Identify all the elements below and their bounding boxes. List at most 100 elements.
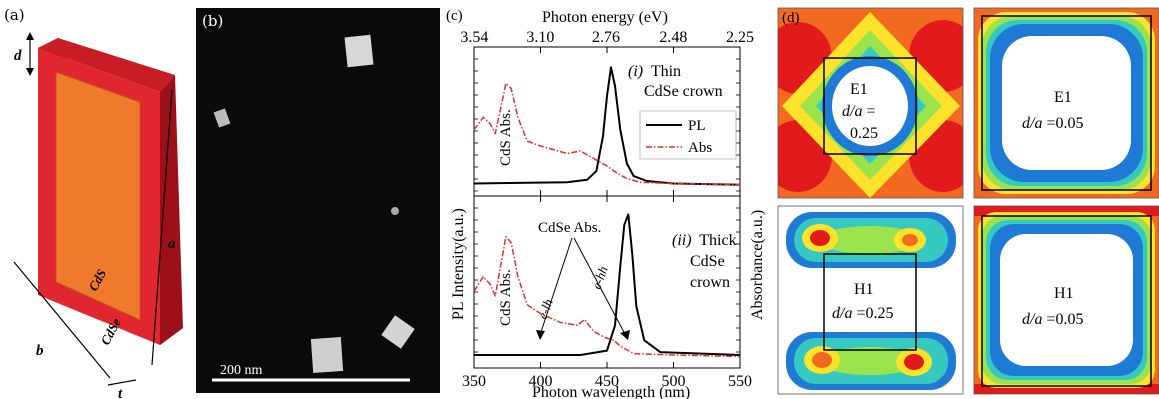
platelet-2 xyxy=(213,108,231,128)
dim-d-arrow-top xyxy=(26,32,34,40)
platelet-5 xyxy=(381,315,415,349)
top-lobe-green xyxy=(818,226,922,254)
tem-image: 200 nm xyxy=(196,8,440,393)
cds-core-face xyxy=(55,71,141,321)
map-ratio-label: d/a xyxy=(1022,311,1042,328)
ring-center xyxy=(832,66,908,146)
map-ratio-label: d/a xyxy=(832,305,852,322)
map-ratio-value: 0.25 xyxy=(850,125,878,142)
arrow-elh-head xyxy=(536,330,545,340)
dim-t-line xyxy=(107,379,137,386)
core-outline xyxy=(823,253,917,351)
edge-red xyxy=(974,384,1159,394)
legend-box xyxy=(639,110,737,160)
platelet-3 xyxy=(391,207,399,215)
lower-cdse-abs: CdSe Abs. xyxy=(538,220,601,236)
lower-title: (ii) Thick xyxy=(672,232,737,249)
platelet-schematic: d a b t CdS CdSe xyxy=(13,32,183,399)
map-ratio: d/a =0.25 xyxy=(832,305,893,322)
lower-title-line1: Thick xyxy=(699,232,736,249)
bottom-tick-labels: 350 400 450 500 550 xyxy=(462,373,752,390)
core-outline xyxy=(981,215,1152,387)
ring-center xyxy=(1000,234,1133,366)
lower-title-num: (ii) xyxy=(672,232,692,249)
probability-maps: E1 d/a = 0.25 (d) E1 d/a =0.05 xyxy=(777,7,1159,395)
map-state: E1 xyxy=(1054,89,1072,106)
map-ratio-value: 0.25 xyxy=(865,305,893,322)
x2-tick-label: 2.48 xyxy=(659,29,687,46)
lower-title-line3: crown xyxy=(690,274,730,291)
x-tick-label: 350 xyxy=(462,373,486,390)
legend-abs-text: Abs xyxy=(688,140,712,156)
upper-title-line1: Thin xyxy=(651,63,681,80)
core-outline xyxy=(981,15,1152,191)
panel-c-spectra: (c) Photon energy (eV) 3.54 3.10 2.76 2.48 2… xyxy=(440,0,770,399)
upper-cds-abs: CdS Abs. xyxy=(498,109,514,166)
x2-tick-label: 3.10 xyxy=(526,29,554,46)
lower-cds-abs: CdS Abs. xyxy=(498,269,514,326)
core-outline xyxy=(823,57,917,155)
lower-elh: e-lh xyxy=(535,297,556,321)
upper-title-line2: CdSe crown xyxy=(644,83,723,100)
platelet-top-face xyxy=(38,38,175,92)
spectra-chart: (c) Photon energy (eV) 3.54 3.10 2.76 2.48 2… xyxy=(446,8,766,399)
map-h1-005: H1 d/a =0.05 xyxy=(973,205,1159,395)
lower-ehh: e-hh xyxy=(589,264,611,291)
map-frame xyxy=(777,7,964,199)
panel-b-tem: (b) 200 nm xyxy=(196,8,440,393)
legend-pl-text: PL xyxy=(688,118,706,134)
platelet-1 xyxy=(344,34,374,68)
map-ratio-value: 0.05 xyxy=(1055,311,1083,328)
ring-center xyxy=(1002,36,1131,170)
panel-d-label: (d) xyxy=(782,10,800,26)
dim-a-line xyxy=(151,89,173,366)
arrow-ehh xyxy=(573,237,627,337)
map-ratio: d/a =0.05 xyxy=(1022,115,1083,132)
upper-title: (i) Thin xyxy=(628,63,681,80)
dim-b-line xyxy=(13,261,111,379)
map-e1-005: E1 d/a =0.05 xyxy=(973,7,1159,199)
map-ratio-label: d/a xyxy=(1022,115,1042,132)
map-ratio-value: 0.05 xyxy=(1055,115,1083,132)
map-h1-025: H1 d/a =0.25 xyxy=(777,205,964,395)
top-tick-labels: 3.54 3.10 2.76 2.48 2.25 xyxy=(460,29,754,46)
panel-d-maps: E1 d/a = 0.25 (d) E1 d/a =0.05 xyxy=(770,0,1159,399)
arrow-ehh-head xyxy=(620,330,630,340)
lower-title-line2: CdSe xyxy=(690,253,725,270)
pl-curve-upper xyxy=(473,66,741,186)
map-state: E1 xyxy=(850,81,868,98)
map-state: H1 xyxy=(1054,285,1074,302)
top-lobe-orange xyxy=(902,234,918,246)
x-tick-label: 550 xyxy=(728,373,752,390)
bottom-lobe-red xyxy=(904,354,924,370)
dim-t-text: t xyxy=(118,386,123,399)
top-lobe-red xyxy=(810,230,830,246)
bottom-lobe-green xyxy=(818,347,922,375)
x-tick-label: 450 xyxy=(595,373,619,390)
axis-ticks xyxy=(473,47,741,368)
abs-curve-upper xyxy=(473,82,741,186)
upper-title-num: (i) xyxy=(628,63,643,80)
dim-d-text: d xyxy=(14,48,22,64)
panel-c-label: (c) xyxy=(446,8,463,24)
arrow-elh xyxy=(539,237,573,336)
pl-curve-lower xyxy=(474,213,741,356)
map-e1-025: E1 d/a = 0.25 xyxy=(777,7,964,199)
platelet-4 xyxy=(310,336,344,374)
bottom-axis-label: Photon wavelength (nm) xyxy=(532,384,690,399)
panel-a-label: (a) xyxy=(4,6,25,24)
map-frame xyxy=(973,7,1159,199)
dim-b-text: b xyxy=(36,343,44,359)
x-tick-label: 500 xyxy=(662,373,686,390)
dim-d-arrow-bottom xyxy=(26,68,34,76)
right-axis-label: Absorbance(a.u.) xyxy=(749,210,766,320)
abs-curve-lower xyxy=(473,235,741,358)
top-axis-label: Photon energy (eV) xyxy=(542,9,668,26)
spectra-curves xyxy=(473,66,741,358)
map-ratio: d/a = xyxy=(842,103,875,120)
dim-a-text: a xyxy=(168,236,176,252)
x2-tick-label: 2.25 xyxy=(726,29,754,46)
scalebar-text: 200 nm xyxy=(220,363,263,378)
x-tick-label: 400 xyxy=(529,373,553,390)
panel-a: (a) d a b t CdS CdSe xyxy=(0,0,196,399)
